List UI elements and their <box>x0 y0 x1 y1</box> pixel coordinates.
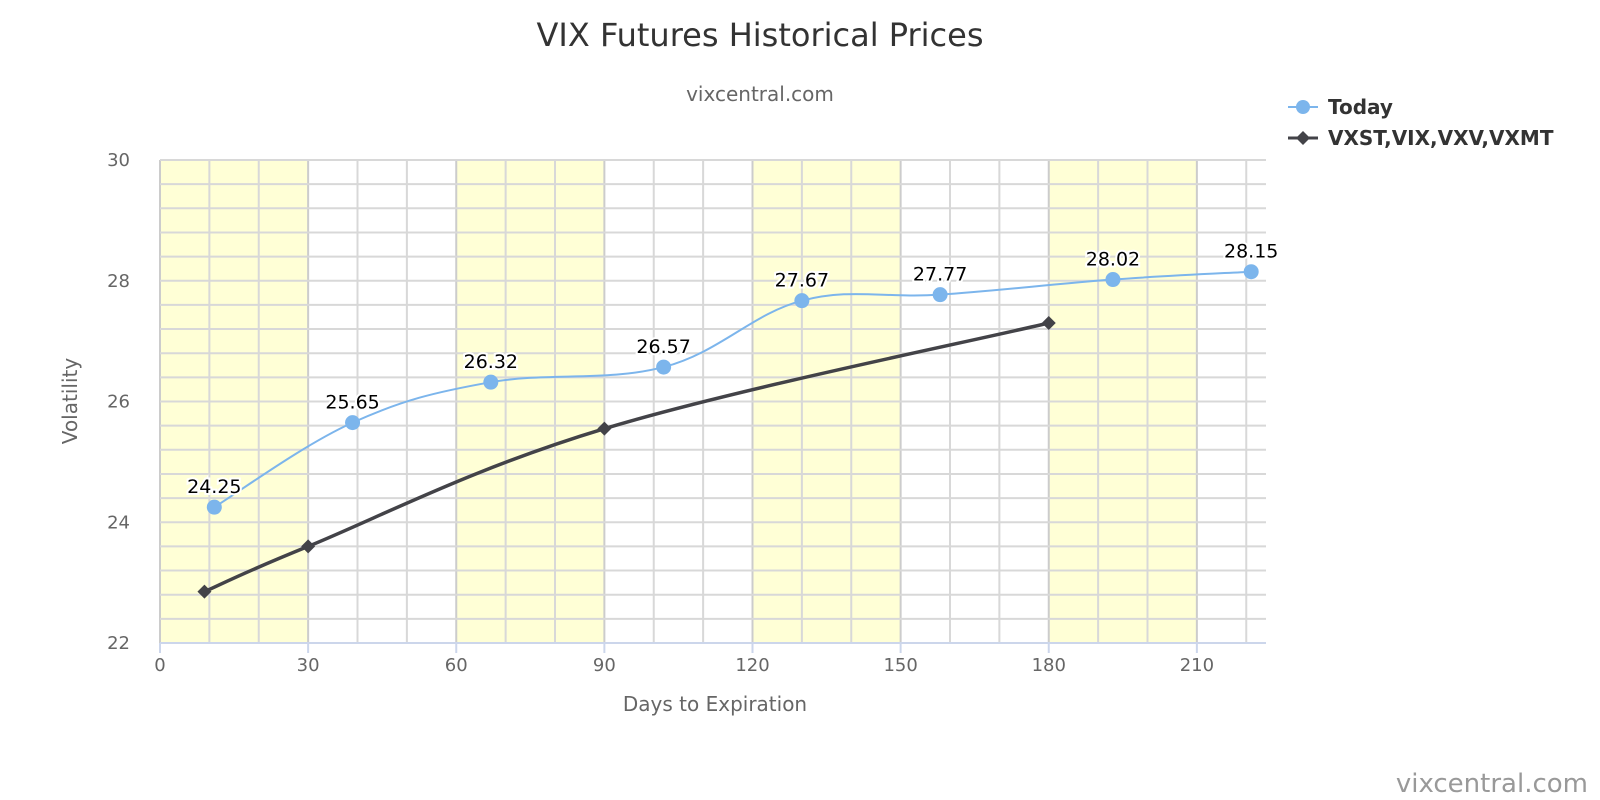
legend-marker-today <box>1296 100 1310 114</box>
y-tick-label: 24 <box>107 512 130 533</box>
data-point <box>597 421 612 436</box>
data-label: 27.77 <box>913 264 967 286</box>
data-point <box>206 499 222 515</box>
y-tick-label: 28 <box>107 271 130 292</box>
data-label: 26.57 <box>636 336 690 358</box>
data-label: 25.65 <box>325 392 379 414</box>
x-tick-label: 0 <box>154 655 165 676</box>
data-point <box>483 374 499 390</box>
series-1 <box>197 316 1056 599</box>
credit-link[interactable]: vixcentral.com <box>1396 769 1588 799</box>
grid-lines <box>159 159 1266 644</box>
y-tick-label: 30 <box>107 150 130 171</box>
axes: 0 30 60 90 120 150 180 210 22 24 26 28 30 <box>107 150 1266 676</box>
data-labels: 24.25 25.65 26.32 26.57 27.67 27.77 28.02 28.15 <box>185 239 1280 500</box>
x-tick-label: 120 <box>735 655 769 676</box>
data-label: 26.32 <box>464 351 518 373</box>
x-tick-label: 180 <box>1032 655 1066 676</box>
legend-label-vix-term: VXST,VIX,VXV,VXMT <box>1328 126 1554 150</box>
series-line-1 <box>203 321 1050 594</box>
data-label: 27.67 <box>775 270 829 292</box>
series-layer <box>197 264 1259 599</box>
data-label: 28.15 <box>1224 241 1278 263</box>
series-line-0 <box>213 270 1252 509</box>
data-point <box>197 584 212 599</box>
data-point <box>301 539 316 554</box>
x-tick-label: 60 <box>445 655 468 676</box>
data-point <box>1041 316 1056 331</box>
data-point <box>1105 272 1121 288</box>
chart-subtitle: vixcentral.com <box>686 82 834 106</box>
x-axis-title: Days to Expiration <box>623 692 807 716</box>
x-tick-label: 150 <box>883 655 917 676</box>
y-axis-title: Volatility <box>58 358 82 445</box>
legend-marker-vix-term <box>1296 131 1310 145</box>
data-point <box>1243 264 1259 280</box>
data-label: 24.25 <box>187 476 241 498</box>
data-point <box>345 415 361 431</box>
data-point <box>794 293 810 309</box>
legend-label-today: Today <box>1328 95 1393 119</box>
series-0 <box>206 264 1259 515</box>
y-tick-label: 26 <box>107 392 130 413</box>
data-point <box>656 359 672 375</box>
x-tick-label: 30 <box>297 655 320 676</box>
legend: Today VXST,VIX,VXV,VXMT <box>1288 95 1554 150</box>
x-tick-label: 90 <box>593 655 616 676</box>
data-label: 28.02 <box>1086 249 1140 271</box>
data-point <box>932 287 948 303</box>
chart-title: VIX Futures Historical Prices <box>537 16 984 54</box>
legend-item-today[interactable]: Today <box>1288 95 1393 119</box>
legend-item-vix-term[interactable]: VXST,VIX,VXV,VXMT <box>1288 126 1554 150</box>
x-tick-label: 210 <box>1180 655 1214 676</box>
y-tick-label: 22 <box>107 633 130 654</box>
